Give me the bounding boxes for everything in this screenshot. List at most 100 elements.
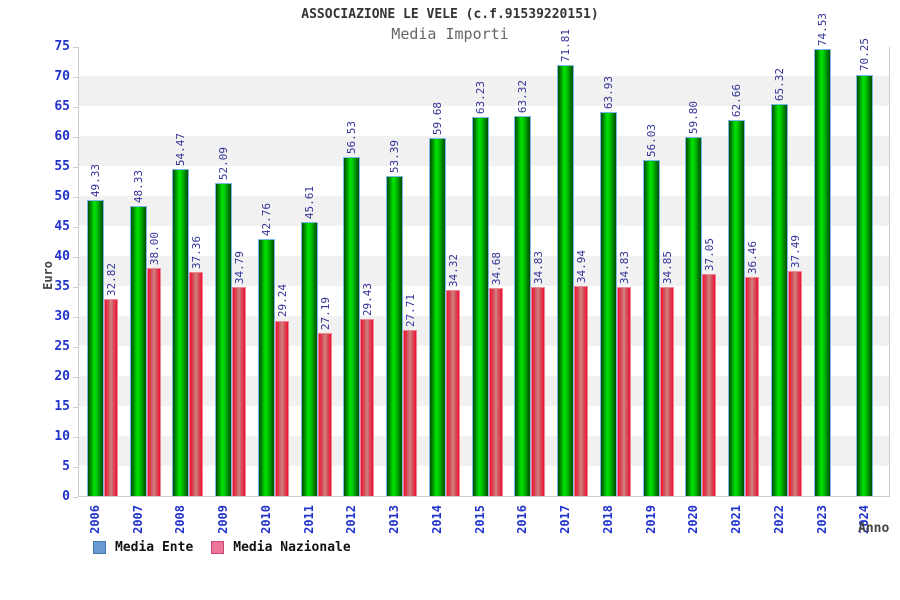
bar-value-label: 34.79 <box>233 251 247 285</box>
x-tick-label: 2012 <box>344 505 359 534</box>
x-tick-label: 2023 <box>814 505 829 534</box>
bar-value-label: 70.25 <box>858 38 872 72</box>
bar-value-label: 37.05 <box>703 237 717 271</box>
bar-value-label: 34.94 <box>575 250 589 284</box>
y-tick-label: 30 <box>54 309 70 324</box>
y-tick-label: 0 <box>62 489 70 504</box>
bar-value-label: 32.82 <box>105 262 118 297</box>
bar-media-ente <box>428 137 446 496</box>
bar-media-nazionale <box>745 277 760 496</box>
bar-media-nazionale <box>488 287 503 496</box>
y-tick-mark <box>73 107 78 108</box>
y-tick-mark <box>73 77 78 78</box>
bar-value-label: 36.46 <box>746 241 760 275</box>
bar-media-nazionale <box>531 287 546 496</box>
bar-value-label: 63.93 <box>601 76 615 110</box>
bar-media-ente <box>257 239 275 496</box>
chart-subtitle: Media Importi <box>391 25 509 43</box>
bar-value-label: 34.83 <box>532 250 546 285</box>
y-tick-mark <box>73 437 78 438</box>
bar-media-ente <box>599 112 617 496</box>
x-tick-label: 2013 <box>387 505 402 534</box>
x-tick-label: 2009 <box>216 505 231 534</box>
bar-value-label: 48.33 <box>131 169 145 204</box>
bar-value-label: 56.53 <box>345 120 359 154</box>
bar-value-label: 27.19 <box>318 296 332 330</box>
bar-media-nazionale <box>445 290 460 496</box>
y-tick-label: 70 <box>54 69 70 84</box>
bar-media-ente <box>813 48 831 496</box>
x-tick-label: 2006 <box>88 505 102 534</box>
grid-band <box>79 46 889 76</box>
x-tick-label: 2008 <box>173 505 188 534</box>
bar-media-nazionale <box>616 287 631 496</box>
bar-media-ente <box>514 116 532 496</box>
bar-media-ente <box>685 137 703 496</box>
bar-value-label: 42.76 <box>259 203 273 237</box>
bar-value-label: 29.43 <box>361 283 375 317</box>
x-tick-label: 2010 <box>258 505 273 534</box>
bar-value-label: 45.61 <box>302 186 316 220</box>
bar-media-nazionale <box>232 287 247 496</box>
x-tick-label: 2015 <box>472 505 487 534</box>
bar-value-label: 37.49 <box>788 234 802 269</box>
bar-value-label: 63.32 <box>516 79 530 114</box>
x-tick-label: 2011 <box>301 505 316 534</box>
bar-media-nazionale <box>787 271 802 496</box>
bar-media-ente <box>471 116 489 496</box>
y-tick-label: 60 <box>54 129 70 144</box>
bar-value-label: 34.32 <box>446 253 460 288</box>
y-tick-label: 75 <box>54 39 70 54</box>
bar-media-ente <box>343 156 361 496</box>
y-tick-mark <box>73 317 78 318</box>
bar-media-ente <box>856 74 874 496</box>
y-tick-mark <box>73 167 78 168</box>
bar-value-label: 63.23 <box>473 80 487 114</box>
x-tick-label: 2016 <box>515 505 530 534</box>
bar-media-nazionale <box>104 299 118 496</box>
legend: Media Ente Media Nazionale <box>93 540 369 555</box>
y-tick-mark <box>73 467 78 468</box>
bar-value-label: 71.81 <box>559 29 573 63</box>
x-axis-title: Anno <box>858 521 890 536</box>
x-tick-label: 2020 <box>686 505 701 534</box>
bar-media-nazionale <box>146 268 161 496</box>
x-tick-label: 2017 <box>558 505 573 534</box>
bar-value-label: 34.85 <box>660 250 674 284</box>
bar-media-ente <box>728 120 746 496</box>
bar-value-label: 59.80 <box>687 101 701 135</box>
y-tick-mark <box>73 257 78 258</box>
grid-band <box>79 76 889 106</box>
y-tick-label: 35 <box>54 279 70 294</box>
bar-value-label: 27.71 <box>404 293 418 327</box>
bar-media-ente <box>215 183 233 496</box>
x-tick-label: 2018 <box>600 505 615 534</box>
bar-media-ente <box>386 175 404 496</box>
x-tick-label: 2007 <box>130 505 145 534</box>
y-tick-label: 40 <box>54 249 70 264</box>
chart-title: ASSOCIAZIONE LE VELE (c.f.91539220151) <box>301 7 599 22</box>
y-tick-mark <box>73 227 78 228</box>
bar-media-ente <box>87 200 104 496</box>
x-tick-label: 2022 <box>771 505 786 534</box>
bar-value-label: 29.24 <box>275 284 289 318</box>
y-tick-label: 65 <box>54 99 70 114</box>
y-tick-mark <box>73 347 78 348</box>
bar-value-label: 56.03 <box>644 123 658 157</box>
bar-media-nazionale <box>574 286 589 496</box>
bar-value-label: 62.66 <box>730 83 744 118</box>
bar-media-ente <box>770 104 788 496</box>
y-tick-label: 55 <box>54 159 70 174</box>
bar-value-label: 74.53 <box>815 12 829 46</box>
bar-value-label: 34.68 <box>489 251 503 285</box>
y-tick-mark <box>73 287 78 288</box>
bar-value-label: 59.68 <box>430 101 444 135</box>
y-tick-mark <box>73 377 78 378</box>
bar-media-ente <box>172 169 190 496</box>
y-tick-label: 5 <box>62 459 70 474</box>
legend-label-media-ente: Media Ente <box>115 540 194 555</box>
y-tick-label: 15 <box>54 399 70 414</box>
bar-value-label: 52.09 <box>217 147 231 181</box>
y-tick-label: 10 <box>54 429 70 444</box>
bar-media-ente <box>300 222 318 496</box>
